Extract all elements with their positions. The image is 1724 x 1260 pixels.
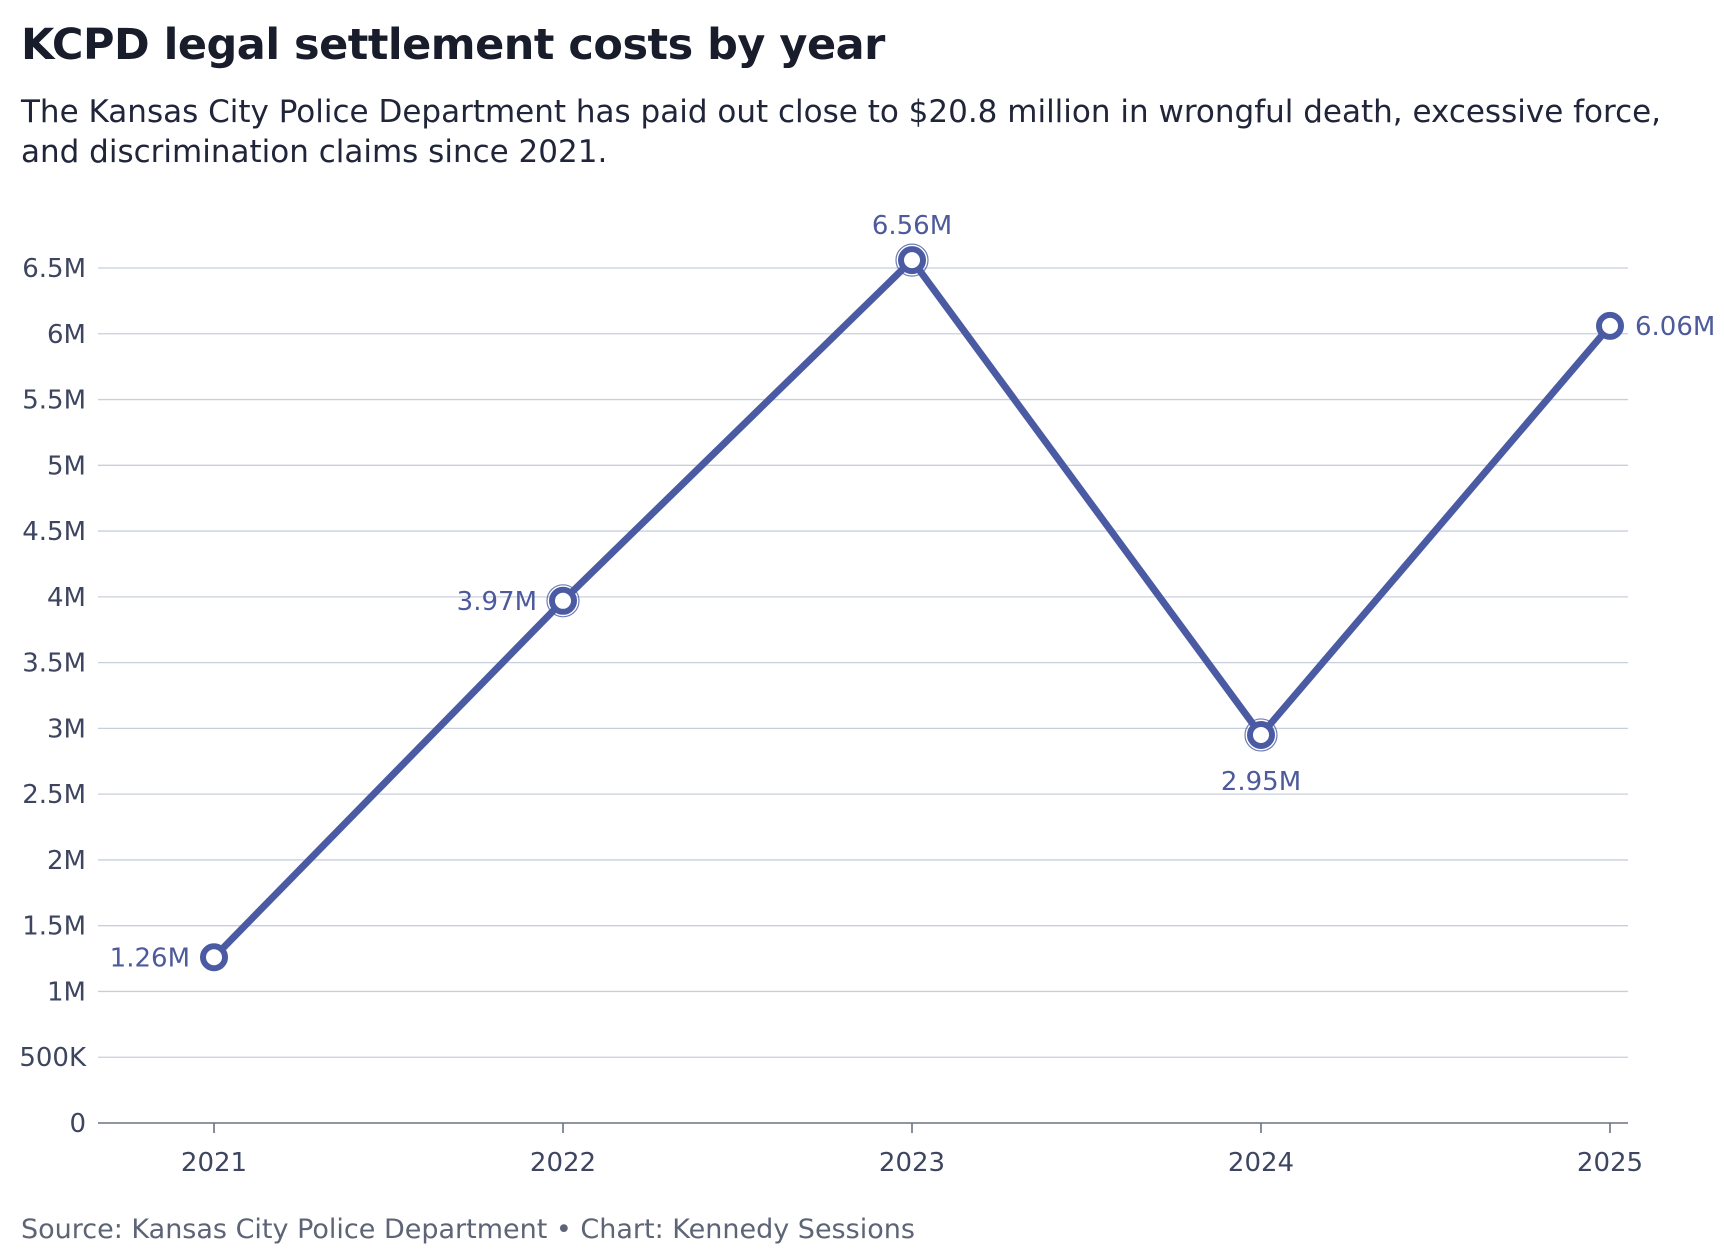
data-point xyxy=(1247,720,1275,749)
source-note: Source: Kansas City Police Department • … xyxy=(21,1214,915,1245)
data-point xyxy=(549,586,577,615)
data-point xyxy=(200,943,228,972)
y-tick-label: 6.5M xyxy=(22,254,86,284)
data-label: 6.56M xyxy=(872,211,952,241)
y-tick-label: 500K xyxy=(19,1043,87,1073)
y-tick-label: 1.5M xyxy=(22,912,86,942)
y-tick-label: 5.5M xyxy=(22,386,86,416)
series-line xyxy=(210,256,1614,961)
y-tick-label: 2M xyxy=(47,846,86,876)
x-tick-label: 2024 xyxy=(1228,1148,1294,1178)
y-tick-label: 4M xyxy=(47,583,86,613)
x-axis-ticks: 2021 2022 2023 2024 2025 xyxy=(181,1123,1643,1178)
y-tick-label: 4.5M xyxy=(22,517,86,547)
x-tick-label: 2022 xyxy=(530,1148,596,1178)
x-tick-label: 2025 xyxy=(1577,1148,1643,1178)
data-labels: 1.26M 3.97M 6.56M 2.95M 6.06M xyxy=(110,211,1716,973)
y-tick-label: 0 xyxy=(69,1109,86,1139)
chart-subtitle: The Kansas City Police Department has pa… xyxy=(21,94,1662,170)
chart-title: KCPD legal settlement costs by year xyxy=(21,20,885,70)
y-tick-label: 3.5M xyxy=(22,649,86,679)
x-tick-label: 2023 xyxy=(879,1148,945,1178)
data-point xyxy=(898,246,926,275)
data-label: 6.06M xyxy=(1635,312,1715,342)
y-tick-label: 6M xyxy=(47,320,86,350)
y-tick-label: 1M xyxy=(47,977,86,1007)
data-point-halo xyxy=(1244,718,1278,752)
gridlines xyxy=(98,267,1628,1058)
x-tick-label: 2021 xyxy=(181,1148,247,1178)
y-tick-label: 2.5M xyxy=(22,780,86,810)
y-tick-label: 5M xyxy=(47,451,86,481)
data-label: 2.95M xyxy=(1221,767,1301,797)
data-label: 3.97M xyxy=(457,587,537,617)
data-point-halo xyxy=(895,243,929,277)
y-axis-ticks: 0 500K 1M 1.5M 2M 2.5M 3M 3.5M 4M 4.5M 5M 5.5M 6M 6.5… xyxy=(19,254,87,1139)
data-label: 1.26M xyxy=(110,943,190,973)
data-point xyxy=(1596,311,1624,340)
y-tick-label: 3M xyxy=(47,714,86,744)
data-point-halo xyxy=(546,584,580,618)
series-settlement-costs xyxy=(200,243,1624,972)
